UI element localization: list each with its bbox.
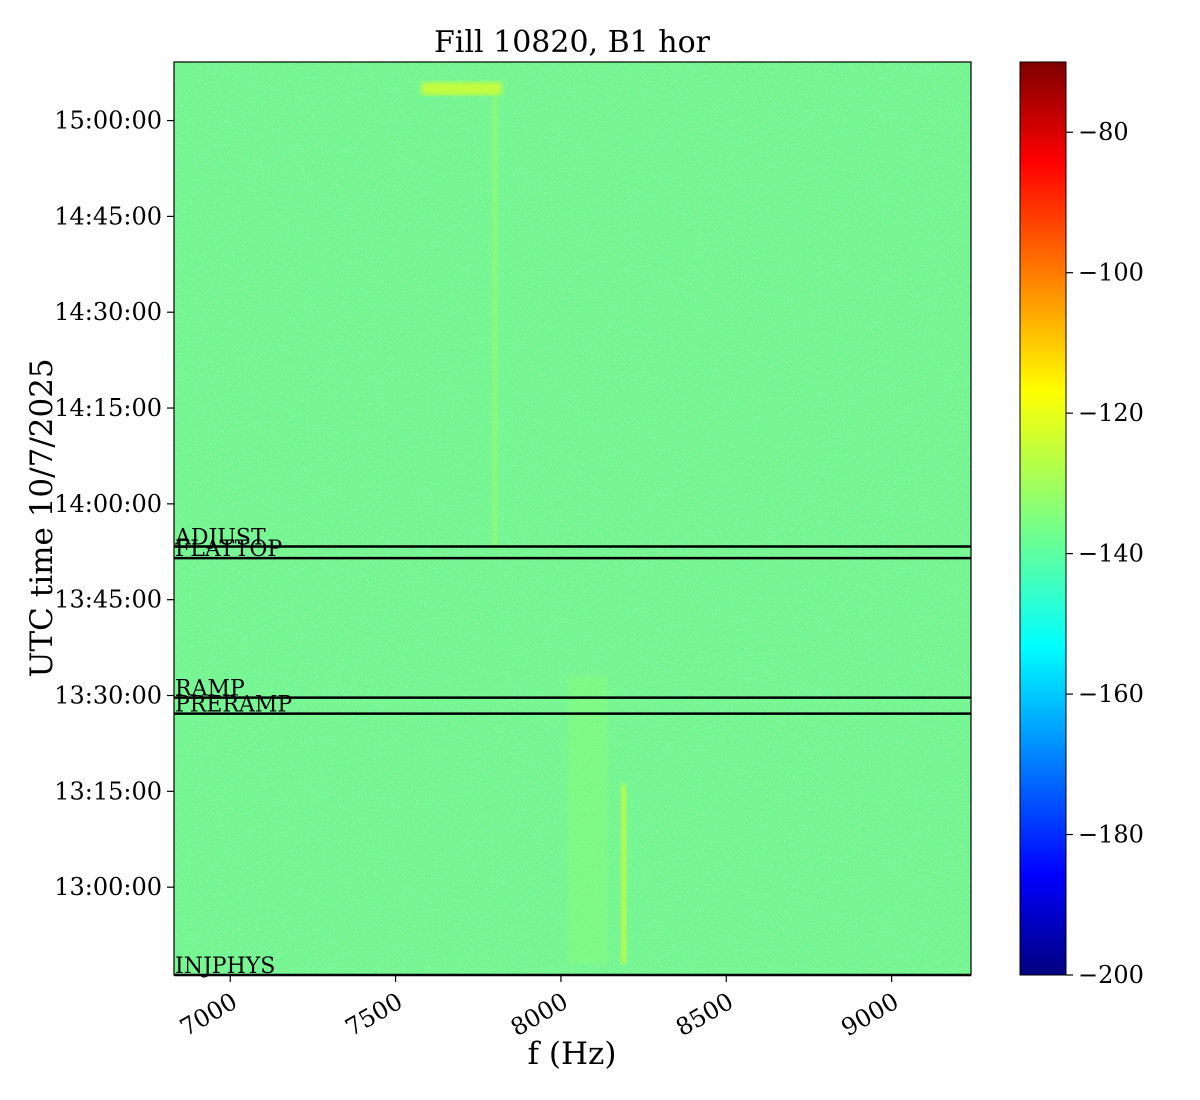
x-tick-label: 9000 — [837, 987, 904, 1042]
y-tick-label: 15:00:00 — [54, 107, 162, 135]
colorbar-tick-label: −140 — [1078, 540, 1144, 568]
spectral-features — [421, 82, 627, 964]
y-tick-label: 14:30:00 — [54, 298, 162, 326]
colorbar-tick-label: −120 — [1078, 399, 1144, 427]
event-label: RAMP — [175, 677, 245, 702]
chart-title: Fill 10820, B1 hor — [434, 25, 711, 60]
y-axis: 13:00:00 13:15:00 13:30:00 13:45:00 14:00:00… — [54, 107, 174, 901]
spectral-line — [492, 95, 498, 549]
y-tick-label: 14:00:00 — [54, 490, 162, 518]
event-label: ADJUST — [174, 525, 266, 550]
y-tick-label: 14:45:00 — [54, 202, 162, 230]
x-axis-label: f (Hz) — [528, 1036, 617, 1072]
y-tick-label: 13:45:00 — [54, 586, 162, 614]
colorbar-gradient — [1019, 61, 1067, 976]
colorbar-tick-label: −80 — [1078, 118, 1129, 146]
x-tick-label: 7500 — [340, 987, 407, 1042]
x-tick-label: 8500 — [671, 987, 738, 1042]
colorbar-ticks: −80 −100 −120 −140 −160 −180 −200 — [1066, 118, 1144, 989]
colorbar-tick-label: −180 — [1078, 821, 1144, 849]
x-tick-label: 8000 — [506, 987, 573, 1042]
x-tick-label: 7000 — [175, 987, 242, 1042]
y-tick-label: 13:15:00 — [54, 777, 162, 805]
colorbar-tick-label: −160 — [1078, 680, 1144, 708]
spectral-line — [621, 784, 627, 964]
colorbar-tick-label: −200 — [1078, 961, 1144, 989]
colorbar-tick-label: −100 — [1078, 259, 1144, 287]
y-tick-label: 13:00:00 — [54, 873, 162, 901]
plot-area — [174, 62, 971, 975]
y-tick-label: 14:15:00 — [54, 394, 162, 422]
event-label: INJPHYS — [175, 954, 275, 979]
x-axis: 7000 7500 8000 8500 9000 — [175, 975, 903, 1042]
colorbar: −80 −100 −120 −140 −160 −180 −200 — [1019, 61, 1144, 989]
y-axis-label: UTC time 10/7/2025 — [24, 358, 60, 677]
y-tick-label: 13:30:00 — [54, 682, 162, 710]
spectral-line — [567, 676, 608, 964]
spectral-line — [421, 82, 502, 96]
event-label: FLATTOP — [175, 537, 282, 562]
